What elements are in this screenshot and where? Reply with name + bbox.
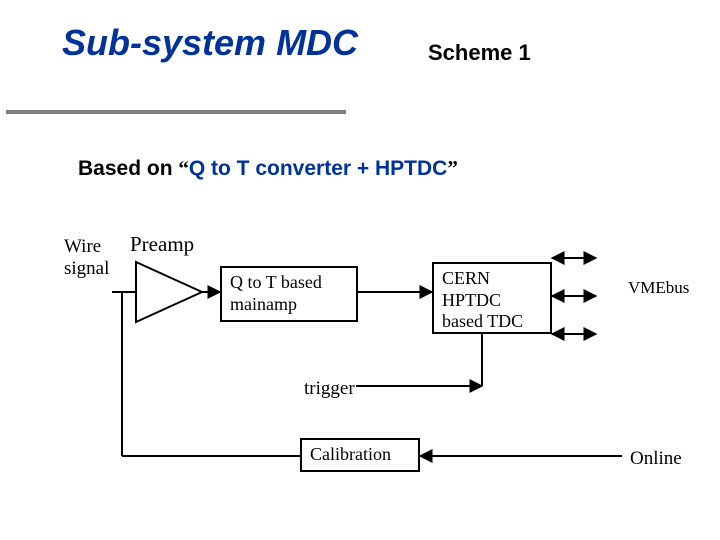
label-preamp: Preamp: [130, 232, 194, 256]
slide-title: Sub-system MDC: [62, 22, 358, 64]
label-online: Online: [630, 448, 682, 470]
slide-title-scheme: Scheme 1: [428, 40, 531, 66]
title-underline: [6, 110, 346, 114]
subtitle-emph: Q to T converter + HPTDC: [189, 157, 447, 180]
preamp-triangle-icon: [136, 262, 202, 322]
box-calibration: Calibration: [300, 438, 420, 472]
title-scheme: Scheme 1: [428, 40, 531, 65]
subtitle: Based on “Q to T converter + HPTDC”: [78, 156, 458, 181]
label-trigger: trigger: [304, 378, 355, 400]
box-tdc: CERN HPTDC based TDC: [432, 262, 552, 334]
subtitle-prefix: Based on: [78, 157, 178, 180]
title-main: Sub-system MDC: [62, 22, 358, 63]
subtitle-open-quote: “: [178, 156, 189, 180]
label-wire-signal: Wire signal: [64, 236, 109, 280]
label-vmebus: VMEbus: [628, 278, 689, 298]
box-mainamp: Q to T based mainamp: [220, 266, 358, 322]
subtitle-close-quote: ”: [447, 156, 458, 180]
